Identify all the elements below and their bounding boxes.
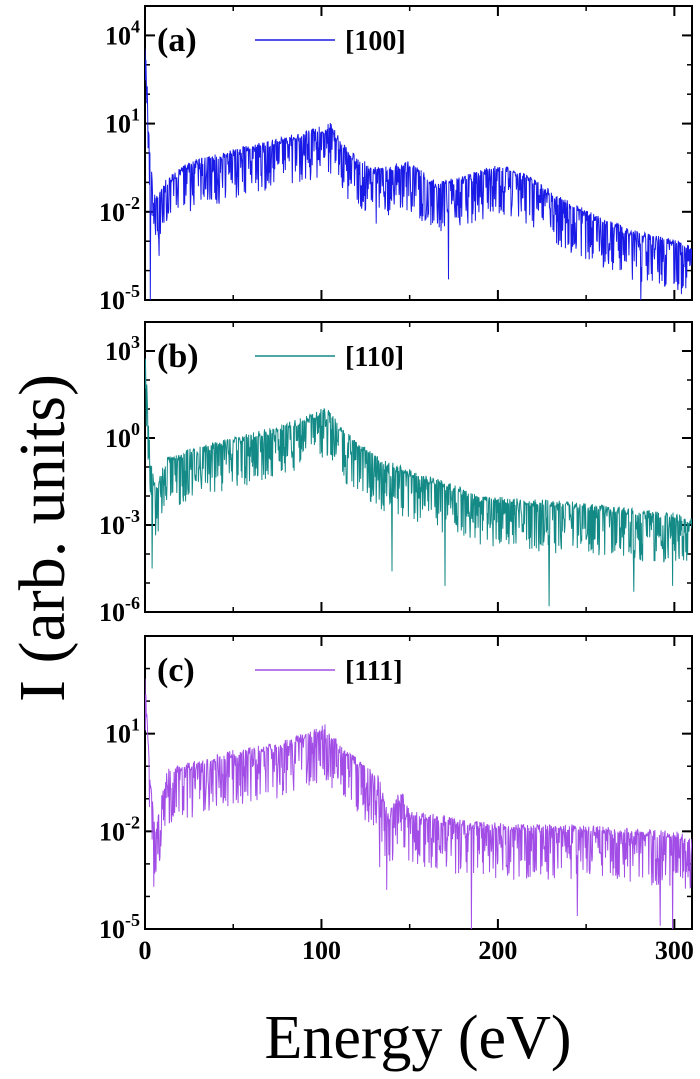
legend-label: [110] bbox=[345, 342, 404, 373]
y-tick-label: 10-2 bbox=[99, 812, 140, 846]
plot-frame bbox=[144, 321, 693, 613]
y-tick-label-exponent: -2 bbox=[125, 812, 140, 832]
y-tick-label-base: 10 bbox=[99, 915, 125, 944]
y-tick-label: 103 bbox=[105, 332, 140, 366]
y-tick-label: 104 bbox=[105, 16, 140, 50]
y-tick-label-base: 10 bbox=[105, 337, 131, 366]
y-tick-label-exponent: -3 bbox=[125, 506, 140, 526]
y-tick-label: 101 bbox=[105, 715, 140, 749]
panel-label: (a) bbox=[157, 22, 197, 59]
series-line-111 bbox=[145, 678, 692, 929]
y-tick-label: 10-3 bbox=[99, 506, 140, 540]
plot-frame bbox=[144, 635, 693, 930]
y-tick-label: 10-5 bbox=[99, 910, 140, 944]
y-tick-label: 101 bbox=[105, 105, 140, 139]
y-tick-label-base: 10 bbox=[99, 817, 125, 846]
panel-label: (b) bbox=[157, 338, 199, 375]
y-tick-label-exponent: -2 bbox=[125, 193, 140, 213]
y-tick-label-base: 10 bbox=[99, 598, 125, 627]
x-tick-label: 0 bbox=[139, 936, 152, 965]
y-tick-label-base: 10 bbox=[105, 21, 131, 50]
y-tick-label: 10-2 bbox=[99, 193, 140, 227]
y-tick-label: 100 bbox=[105, 419, 140, 453]
y-tick-label-exponent: 1 bbox=[131, 715, 140, 735]
y-tick-label-exponent: 3 bbox=[131, 332, 140, 352]
y-axis-title: I (arb. units) bbox=[6, 374, 79, 702]
legend-label: [100] bbox=[345, 26, 406, 57]
y-tick-label-exponent: -6 bbox=[125, 593, 140, 613]
y-tick-label-base: 10 bbox=[105, 720, 131, 749]
series-line-110 bbox=[145, 358, 692, 607]
x-axis-title: Energy (eV) bbox=[264, 1004, 571, 1072]
y-tick-label-exponent: 4 bbox=[131, 16, 140, 36]
y-tick-label-base: 10 bbox=[99, 286, 125, 315]
panel-label: (c) bbox=[157, 652, 195, 689]
y-tick-label-base: 10 bbox=[99, 511, 125, 540]
y-tick-label-exponent: 0 bbox=[131, 419, 140, 439]
y-tick-label-exponent: 1 bbox=[131, 105, 140, 125]
x-tick-label: 100 bbox=[302, 936, 341, 965]
x-tick-label: 300 bbox=[655, 936, 694, 965]
y-tick-label-base: 10 bbox=[99, 198, 125, 227]
y-tick-label-base: 10 bbox=[105, 110, 131, 139]
y-tick-label-exponent: -5 bbox=[125, 281, 140, 301]
legend-label: [111] bbox=[345, 656, 403, 687]
x-tick-label: 200 bbox=[478, 936, 517, 965]
y-tick-label: 10-5 bbox=[99, 281, 140, 315]
y-tick-label-exponent: -5 bbox=[125, 910, 140, 930]
y-tick-label-base: 10 bbox=[105, 424, 131, 453]
y-tick-label: 10-6 bbox=[99, 593, 140, 627]
series-line-100 bbox=[145, 49, 692, 300]
